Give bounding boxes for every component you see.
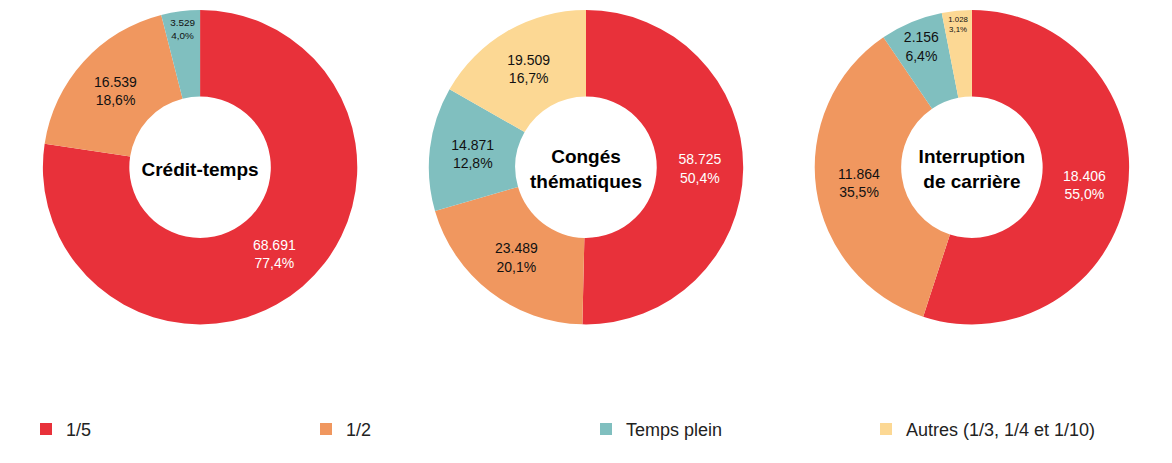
svg-text:Autres (1/3, 1/4 et 1/10): Autres (1/3, 1/4 et 1/10) (906, 420, 1095, 440)
svg-text:58.72550,4%: 58.72550,4% (678, 151, 721, 185)
svg-text:Crédit-temps: Crédit-temps (141, 159, 258, 180)
svg-text:16.53918,6%: 16.53918,6% (94, 74, 137, 108)
svg-text:19.50916,7%: 19.50916,7% (507, 52, 550, 86)
svg-text:3.5294,0%: 3.5294,0% (170, 17, 195, 41)
svg-text:1/2: 1/2 (346, 420, 371, 440)
svg-text:1/5: 1/5 (66, 420, 91, 440)
svg-text:1.0283,1%: 1.0283,1% (948, 15, 968, 34)
svg-text:68.69177,4%: 68.69177,4% (253, 237, 296, 271)
svg-text:Temps plein: Temps plein (626, 420, 722, 440)
svg-text:11.86435,5%: 11.86435,5% (838, 166, 880, 200)
svg-text:14.87112,8%: 14.87112,8% (451, 137, 494, 171)
svg-text:23.48920,1%: 23.48920,1% (495, 240, 538, 274)
svg-text:2.1566,4%: 2.1566,4% (904, 29, 939, 63)
svg-text:Interruptionde carrière: Interruptionde carrière (919, 146, 1026, 192)
svg-text:18.40655,0%: 18.40655,0% (1063, 168, 1106, 202)
svg-text:Congésthématiques: Congésthématiques (530, 146, 642, 192)
